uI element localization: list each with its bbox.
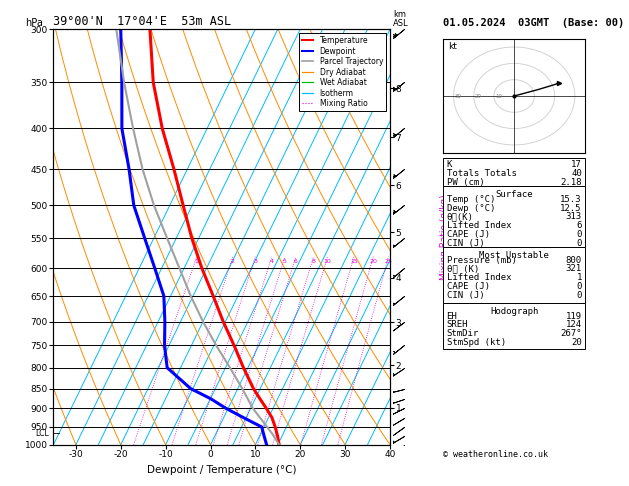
Text: 12.5: 12.5 [560, 204, 582, 213]
Text: 0: 0 [576, 230, 582, 239]
Text: Lifted Index: Lifted Index [447, 273, 511, 282]
Text: 5: 5 [283, 259, 287, 264]
Text: km
ASL: km ASL [393, 10, 409, 28]
Text: 30: 30 [455, 94, 462, 100]
Text: 1: 1 [576, 273, 582, 282]
Text: CAPE (J): CAPE (J) [447, 230, 489, 239]
Text: 39°00'N  17°04'E  53m ASL: 39°00'N 17°04'E 53m ASL [53, 15, 231, 28]
Text: 01.05.2024  03GMT  (Base: 00): 01.05.2024 03GMT (Base: 00) [443, 18, 625, 28]
Text: 267°: 267° [560, 329, 582, 338]
Text: 6: 6 [576, 221, 582, 230]
Text: Surface: Surface [496, 190, 533, 199]
Text: StmDir: StmDir [447, 329, 479, 338]
Text: θᴄ(K): θᴄ(K) [447, 212, 474, 222]
Text: 25: 25 [384, 259, 392, 264]
Text: 10: 10 [324, 259, 331, 264]
Text: 0: 0 [576, 291, 582, 300]
Text: StmSpd (kt): StmSpd (kt) [447, 338, 506, 347]
Text: PW (cm): PW (cm) [447, 178, 484, 187]
Text: 40: 40 [571, 169, 582, 178]
Text: 321: 321 [565, 264, 582, 274]
Text: K: K [447, 160, 452, 170]
Y-axis label: Mixing Ratio (g/kg): Mixing Ratio (g/kg) [440, 194, 449, 280]
Text: hPa: hPa [25, 18, 43, 28]
Text: 800: 800 [565, 256, 582, 265]
Text: 8: 8 [311, 259, 316, 264]
Text: LCL: LCL [35, 429, 49, 438]
Text: 17: 17 [571, 160, 582, 170]
Text: Temp (°C): Temp (°C) [447, 195, 495, 204]
Text: 20: 20 [369, 259, 377, 264]
Text: θᴄ (K): θᴄ (K) [447, 264, 479, 274]
Text: 20: 20 [475, 94, 482, 100]
Text: 124: 124 [565, 320, 582, 330]
Text: © weatheronline.co.uk: © weatheronline.co.uk [443, 450, 548, 459]
Text: Most Unstable: Most Unstable [479, 251, 549, 260]
Text: CIN (J): CIN (J) [447, 239, 484, 248]
Text: 3: 3 [253, 259, 257, 264]
Text: 119: 119 [565, 312, 582, 321]
Text: Dewp (°C): Dewp (°C) [447, 204, 495, 213]
Text: 2.18: 2.18 [560, 178, 582, 187]
Text: SREH: SREH [447, 320, 468, 330]
Text: kt: kt [448, 42, 457, 52]
Text: 6: 6 [294, 259, 298, 264]
Text: 0: 0 [576, 239, 582, 248]
Text: 10: 10 [495, 94, 502, 100]
Text: 4: 4 [270, 259, 274, 264]
Text: Hodograph: Hodograph [490, 307, 538, 316]
X-axis label: Dewpoint / Temperature (°C): Dewpoint / Temperature (°C) [147, 465, 296, 475]
Text: CIN (J): CIN (J) [447, 291, 484, 300]
Text: 15.3: 15.3 [560, 195, 582, 204]
Legend: Temperature, Dewpoint, Parcel Trajectory, Dry Adiabat, Wet Adiabat, Isotherm, Mi: Temperature, Dewpoint, Parcel Trajectory… [299, 33, 386, 111]
Text: Totals Totals: Totals Totals [447, 169, 516, 178]
Text: 2: 2 [231, 259, 235, 264]
Text: EH: EH [447, 312, 457, 321]
Text: Lifted Index: Lifted Index [447, 221, 511, 230]
Text: CAPE (J): CAPE (J) [447, 282, 489, 291]
Text: 1: 1 [195, 259, 199, 264]
Text: 0: 0 [576, 282, 582, 291]
Text: 20: 20 [571, 338, 582, 347]
Text: 313: 313 [565, 212, 582, 222]
Text: 15: 15 [350, 259, 358, 264]
Text: Pressure (mb): Pressure (mb) [447, 256, 516, 265]
